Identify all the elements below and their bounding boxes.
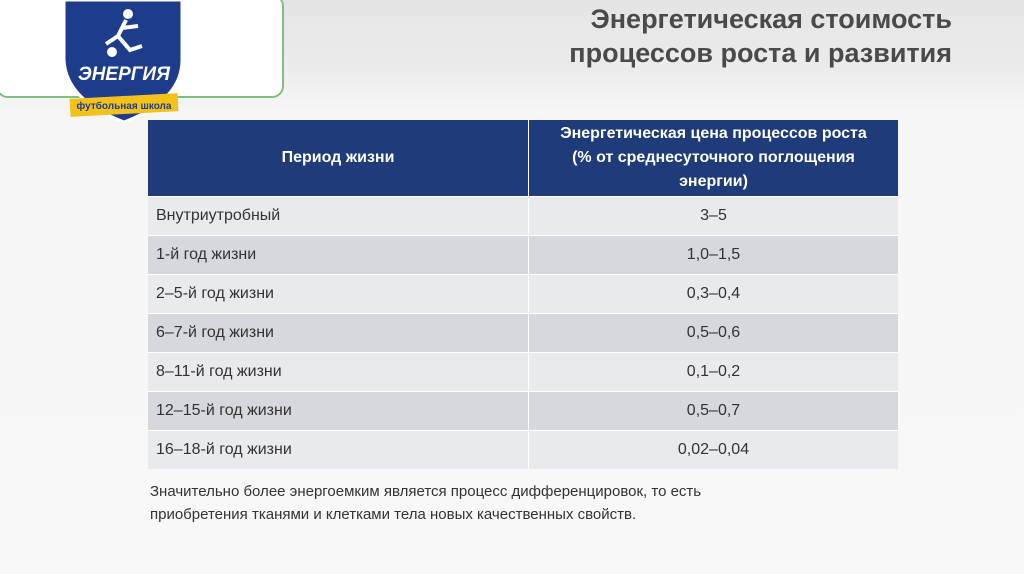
- slide-title: Энергетическая стоимость: [590, 4, 952, 34]
- table-row: 2–5-й год жизни 0,3–0,4: [148, 274, 898, 314]
- table-cell: 1-й год жизни: [148, 235, 529, 275]
- table-cell: 0,5–0,7: [528, 391, 898, 431]
- table-cell: 0,1–0,2: [528, 352, 898, 392]
- table-cell: 12–15-й год жизни: [148, 391, 529, 431]
- table-cell: 0,3–0,4: [528, 274, 898, 314]
- table-cell: 2–5-й год жизни: [148, 274, 529, 314]
- note: приобретения тканями и клетками тела нов…: [150, 506, 637, 523]
- column-header: Период жизни: [148, 120, 529, 197]
- table: Период жизни Энергетическая цена процесс…: [148, 120, 898, 469]
- logo: ЭНЕРГИЯ футбольная школа: [62, 0, 184, 124]
- table-cell: 16–18-й год жизни: [148, 430, 529, 469]
- table-row: 16–18-й год жизни 0,02–0,04: [148, 430, 898, 469]
- table-row: 1-й год жизни 1,0–1,5: [148, 235, 898, 275]
- column-header: Энергетическая цена процессов роста (% о…: [528, 120, 898, 197]
- table-row: 8–11-й год жизни 0,1–0,2: [148, 352, 898, 392]
- table-cell: 8–11-й год жизни: [148, 352, 529, 392]
- slide-title: процессов роста и развития: [569, 38, 952, 68]
- table-row: 12–15-й год жизни 0,5–0,7: [148, 391, 898, 431]
- table-cell: 0,5–0,6: [528, 313, 898, 353]
- table-cell: 3–5: [528, 196, 898, 236]
- logo-name: ЭНЕРГИЯ: [78, 64, 171, 85]
- table-cell: Внутриутробный: [148, 196, 529, 236]
- table-row: 6–7-й год жизни 0,5–0,6: [148, 313, 898, 353]
- table-cell: 6–7-й год жизни: [148, 313, 529, 353]
- table-cell: 0,02–0,04: [528, 430, 898, 469]
- logo-subtitle: футбольная школа: [77, 100, 172, 112]
- table-cell: 1,0–1,5: [528, 235, 898, 275]
- table-row: Внутриутробный 3–5: [148, 196, 898, 236]
- note: Значительно более энергоемким является п…: [150, 483, 702, 500]
